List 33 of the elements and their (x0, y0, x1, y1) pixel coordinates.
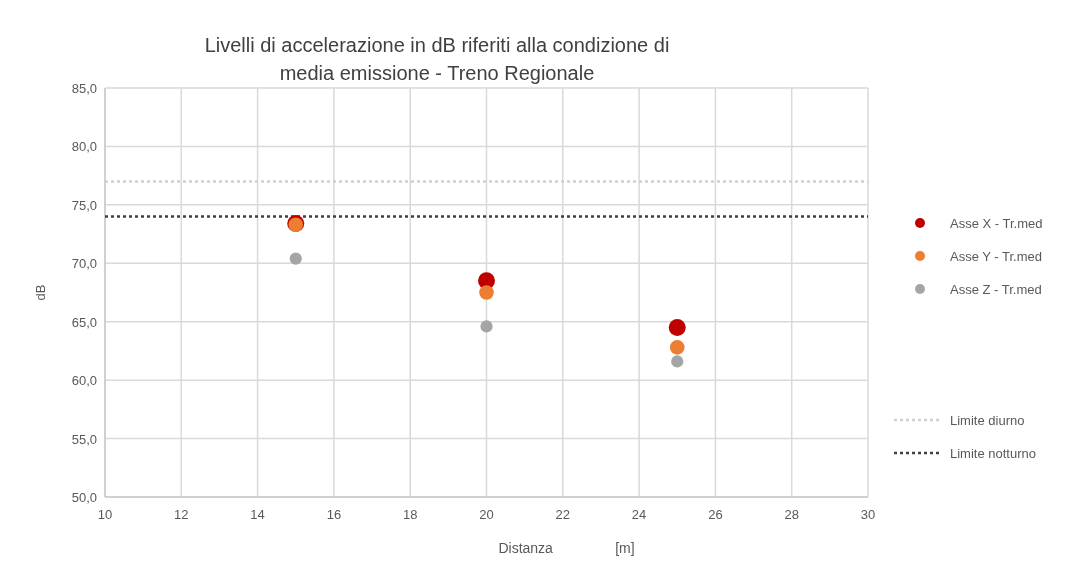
x-tick-label: 12 (174, 507, 189, 522)
y-tick-label: 55,0 (71, 431, 97, 447)
y-tick-label: 60,0 (71, 373, 97, 389)
point (668, 319, 686, 337)
x-tick-label: 20 (479, 507, 494, 522)
y-tick-label: 50,0 (71, 490, 97, 505)
y-tick-label: 70,0 (71, 256, 97, 272)
x-tick-label: 14 (250, 507, 265, 522)
legend-label: Asse Y - Tr.med (950, 249, 1043, 264)
point (479, 285, 494, 300)
chart-title: Livelli di accelerazione in dB riferiti alla condizione di media emissione - Treno Regionale (204, 34, 670, 84)
y-tick-label: 65,0 (71, 314, 97, 330)
point (289, 252, 302, 265)
x-tick-label: 24 (631, 507, 647, 522)
x-tick-label: 30 (860, 507, 876, 522)
x-axis-title: Distanza [m] (498, 540, 635, 556)
x-tick-label: 26 (708, 507, 723, 522)
y-tick-label: 80,0 (71, 139, 97, 155)
point (480, 320, 493, 333)
point (669, 340, 685, 355)
legend-label: Asse Z - Tr.med (950, 282, 1042, 297)
y-tick-label: 85,0 (71, 81, 97, 96)
point (671, 355, 684, 368)
x-tick-label: 28 (784, 507, 799, 522)
x-tick-label: 22 (555, 507, 571, 522)
x-tick-label: 16 (326, 507, 342, 522)
legend-label: Asse X - Tr.med (950, 216, 1043, 231)
x-tick-label: 10 (97, 507, 113, 522)
y-axis-title: dB (33, 284, 48, 301)
y-tick-label: 75,0 (71, 197, 97, 213)
x-tick-label: 18 (402, 507, 418, 522)
legend-label: Limite diurno (950, 413, 1025, 428)
legend-label: Limite notturno (950, 446, 1036, 461)
